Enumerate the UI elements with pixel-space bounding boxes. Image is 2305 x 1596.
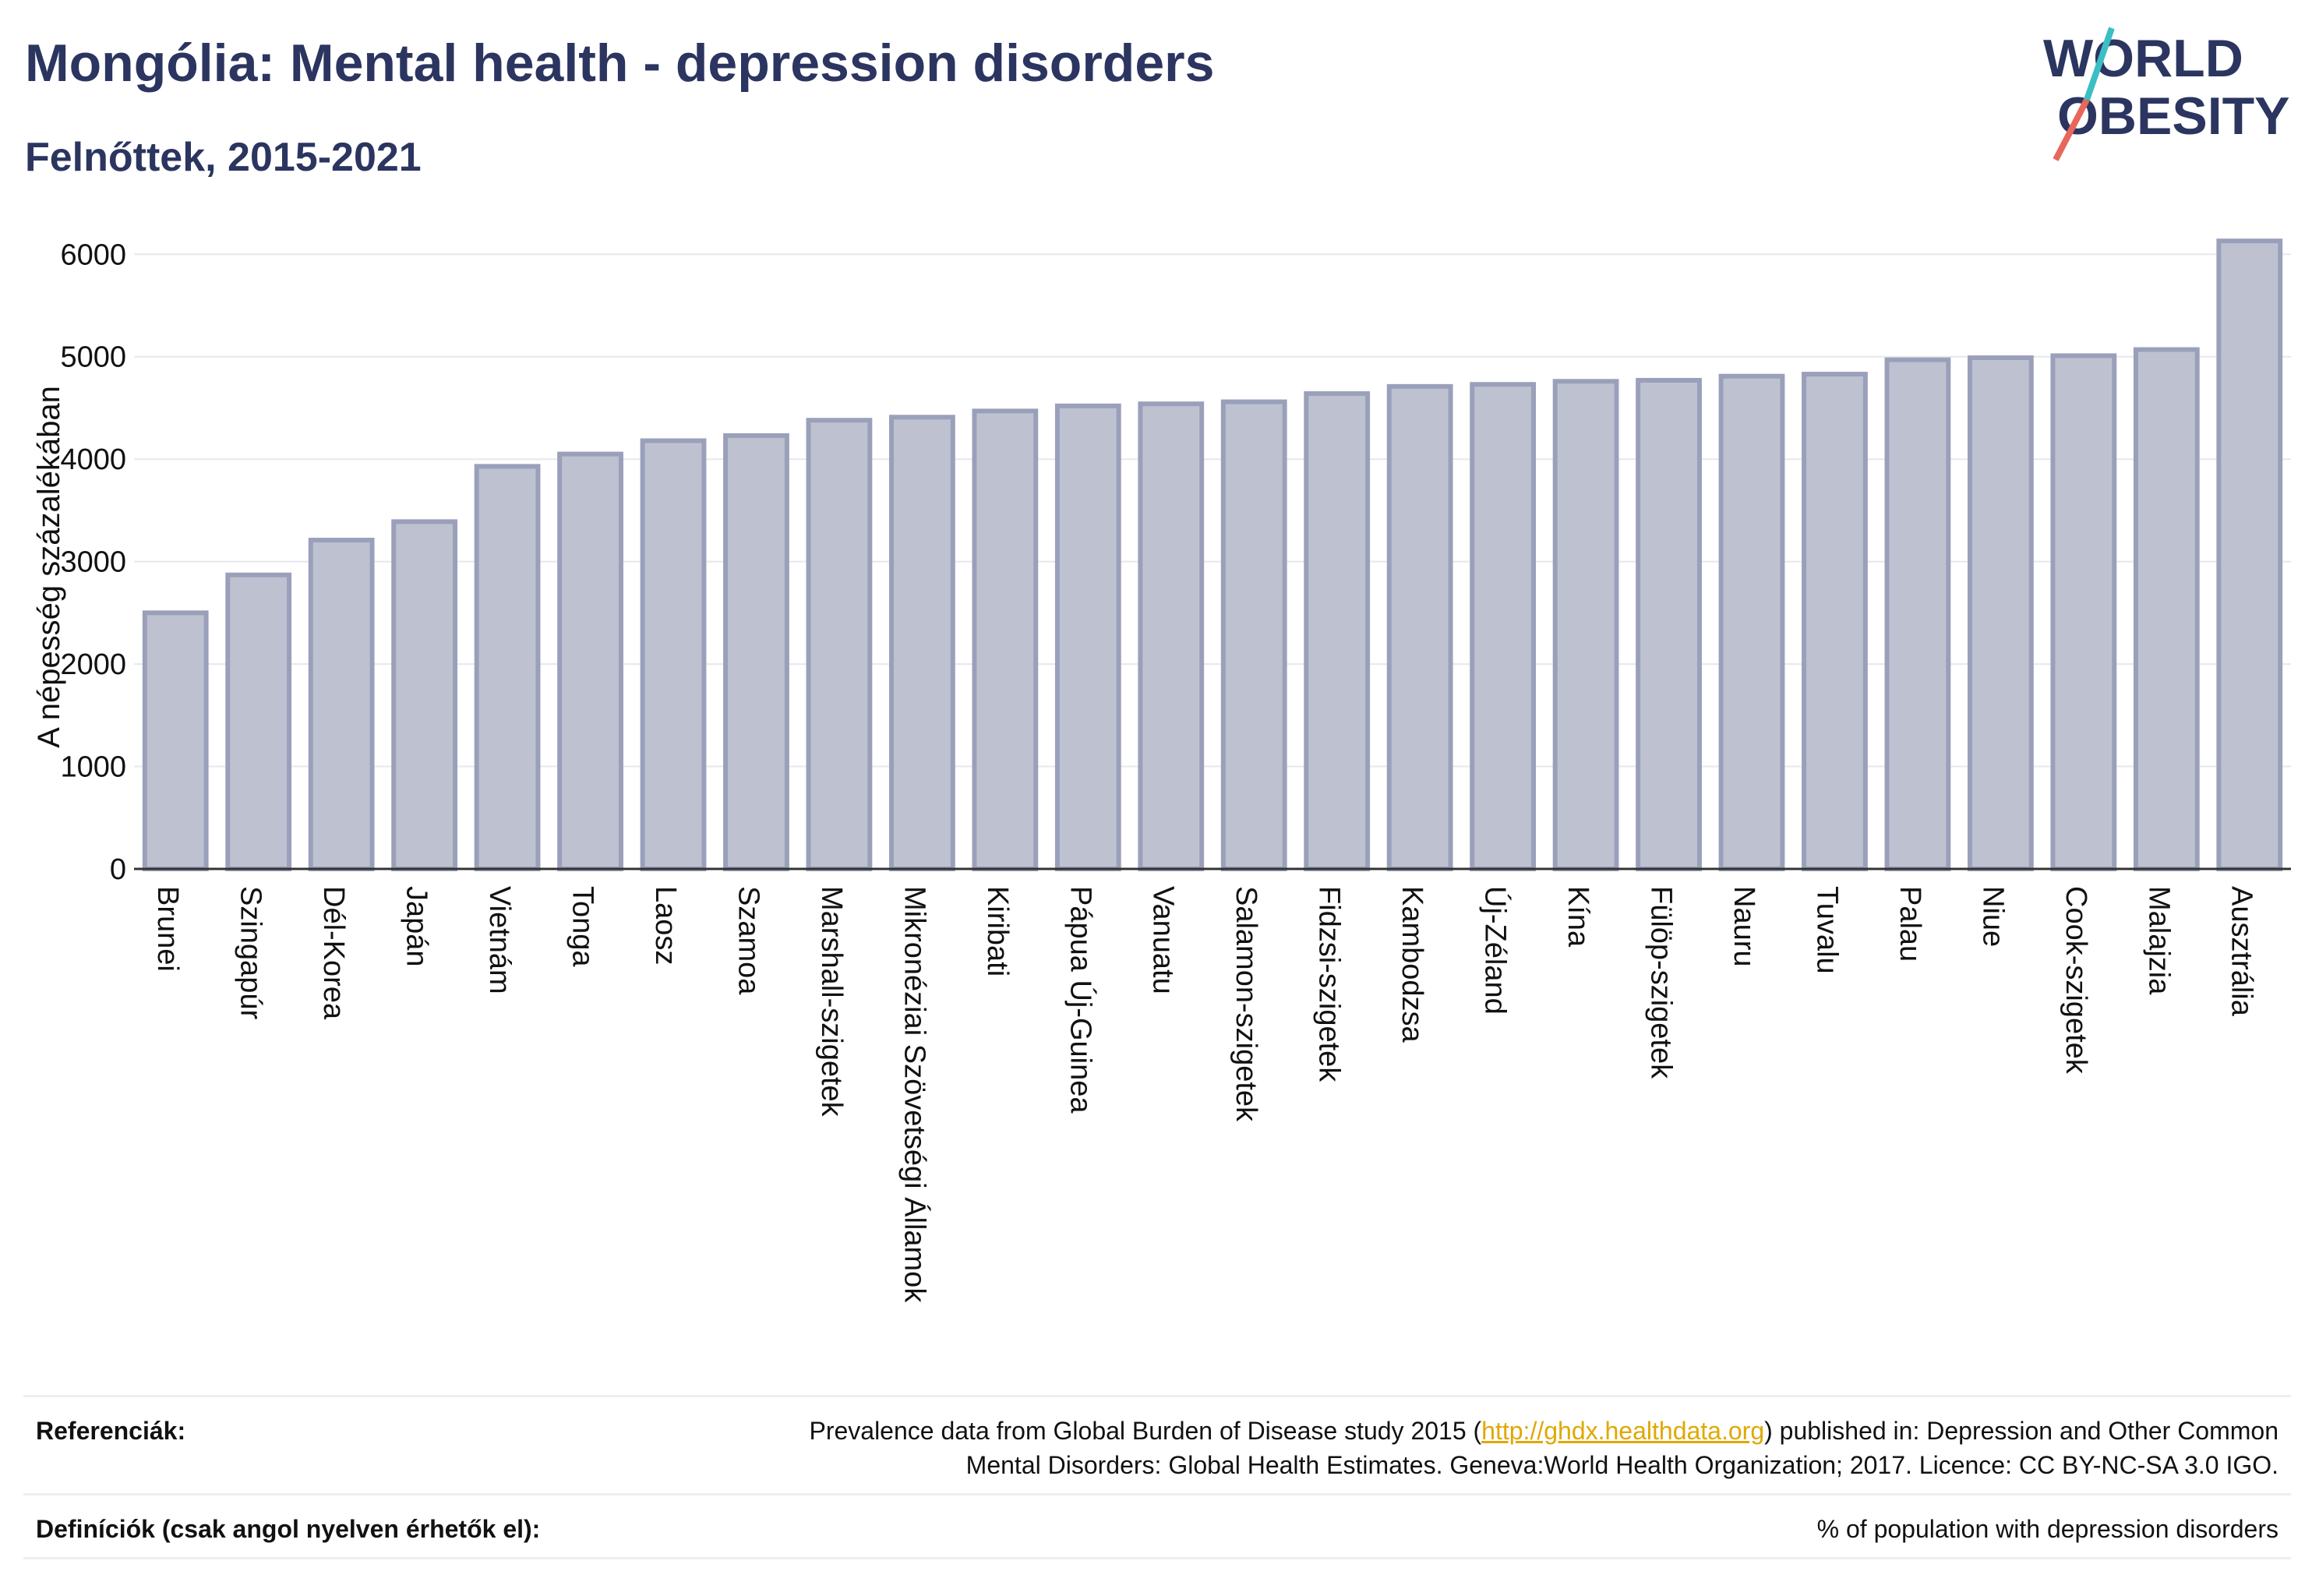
y-tick-label: 4000: [60, 443, 126, 476]
footer-divider: [23, 1557, 2291, 1559]
y-tick-label: 0: [110, 853, 126, 886]
bar: [308, 538, 375, 872]
bar: [1220, 399, 1287, 871]
x-tick-label: Szamoa: [732, 886, 764, 995]
y-tick-label: 6000: [60, 238, 126, 271]
x-tick-label: Vanuatu: [1147, 886, 1180, 994]
gridlines: [134, 253, 2291, 870]
bar: [225, 572, 292, 872]
x-tick-label: Pápua Új-Guinea: [1064, 886, 1097, 1114]
x-tick-label: Kambodzsa: [1396, 886, 1428, 1043]
bar: [1552, 379, 1619, 871]
x-tick-label: Ausztrália: [2226, 886, 2258, 1017]
definitions-text: % of population with depression disorder…: [1816, 1515, 2279, 1543]
x-tick-label: Nauru: [1728, 886, 1760, 967]
x-tick-label: Salamon-szigetek: [1230, 886, 1262, 1122]
bar: [1138, 401, 1205, 871]
bar: [2133, 347, 2200, 871]
bars: [142, 238, 2283, 872]
x-tick-label: Laosz: [649, 886, 682, 965]
x-tick-label: Mikronéziai Szövetségi Államok: [898, 886, 931, 1303]
bar: [1054, 403, 1121, 871]
x-tick-label: Niue: [1976, 886, 2009, 947]
bar: [474, 464, 541, 871]
svg-text:WORLD: WORLD: [2043, 29, 2243, 88]
references-text: Prevalence data from Global Burden of Di…: [809, 1417, 2279, 1479]
bar: [972, 408, 1039, 871]
x-tick-label: Fülöp-szigetek: [1645, 886, 1678, 1079]
bar: [1967, 355, 2034, 871]
x-tick-label: Szingapúr: [235, 886, 267, 1019]
bar: [2050, 353, 2117, 871]
x-tick-label: Kína: [1562, 886, 1594, 948]
y-tick-label: 5000: [60, 341, 126, 374]
bar: [2216, 238, 2283, 871]
bar: [557, 451, 623, 871]
bar: [806, 418, 873, 871]
bar: [1884, 357, 1951, 871]
x-tick-label: Japán: [401, 886, 433, 967]
bar: [640, 438, 707, 871]
x-tick-label: Dél-Korea: [317, 886, 350, 1020]
x-tick-label: Malajzia: [2142, 886, 2175, 995]
bar-chart: 0 1000 2000 3000 4000 5000 6000 Brunei Szingapú…: [32, 238, 2291, 1303]
y-axis-ticks: 0 1000 2000 3000 4000 5000 6000: [60, 238, 126, 886]
references-row: Referenciák: Prevalence data from Global…: [23, 1395, 2291, 1496]
svg-text:OBESITY: OBESITY: [2057, 87, 2290, 146]
x-tick-label: Marshall-szigetek: [815, 886, 848, 1118]
definitions-label: Definíciók (csak angol nyelven érhetők e…: [36, 1515, 541, 1543]
x-tick-label: Palau: [1894, 886, 1926, 962]
definitions-row: Definíciók (csak angol nyelven érhetők e…: [23, 1493, 2291, 1555]
world-obesity-logo: WORLD OBESITY: [2043, 26, 2290, 161]
bar: [888, 415, 955, 871]
bar: [391, 519, 458, 871]
chart-subtitle: Felnőttek, 2015-2021: [25, 135, 422, 180]
x-tick-label: Fidzsi-szigetek: [1313, 886, 1346, 1082]
x-tick-label: Brunei: [151, 886, 184, 972]
bar: [1386, 383, 1453, 871]
chart-title: Mongólia: Mental health - depression dis…: [25, 34, 1215, 93]
x-axis-labels: Brunei Szingapúr Dél-Korea Japán Vietnám Tong…: [151, 886, 2258, 1303]
y-tick-label: 1000: [60, 751, 126, 784]
references-link[interactable]: http://ghdx.healthdata.org: [1481, 1417, 1765, 1445]
bar: [723, 433, 789, 871]
references-label: Referenciák:: [36, 1417, 186, 1445]
footer-divider: [23, 1395, 2291, 1397]
y-axis-label: A népesség százalékában: [32, 386, 66, 748]
x-tick-label: Cook-szigetek: [2060, 886, 2092, 1075]
x-tick-label: Kiribati: [981, 886, 1014, 976]
bar: [1470, 382, 1537, 871]
footer-divider: [23, 1493, 2291, 1495]
x-tick-label: Vietnám: [483, 886, 516, 994]
y-tick-label: 3000: [60, 546, 126, 579]
bar: [1718, 373, 1785, 872]
bar: [1636, 377, 1702, 871]
bar: [1304, 391, 1371, 871]
x-tick-label: Új-Zéland: [1479, 886, 1513, 1015]
x-tick-label: Tonga: [567, 886, 599, 967]
bar: [1802, 372, 1868, 872]
bar: [142, 610, 209, 871]
y-tick-label: 2000: [60, 648, 126, 681]
x-tick-label: Tuvalu: [1810, 886, 1843, 974]
